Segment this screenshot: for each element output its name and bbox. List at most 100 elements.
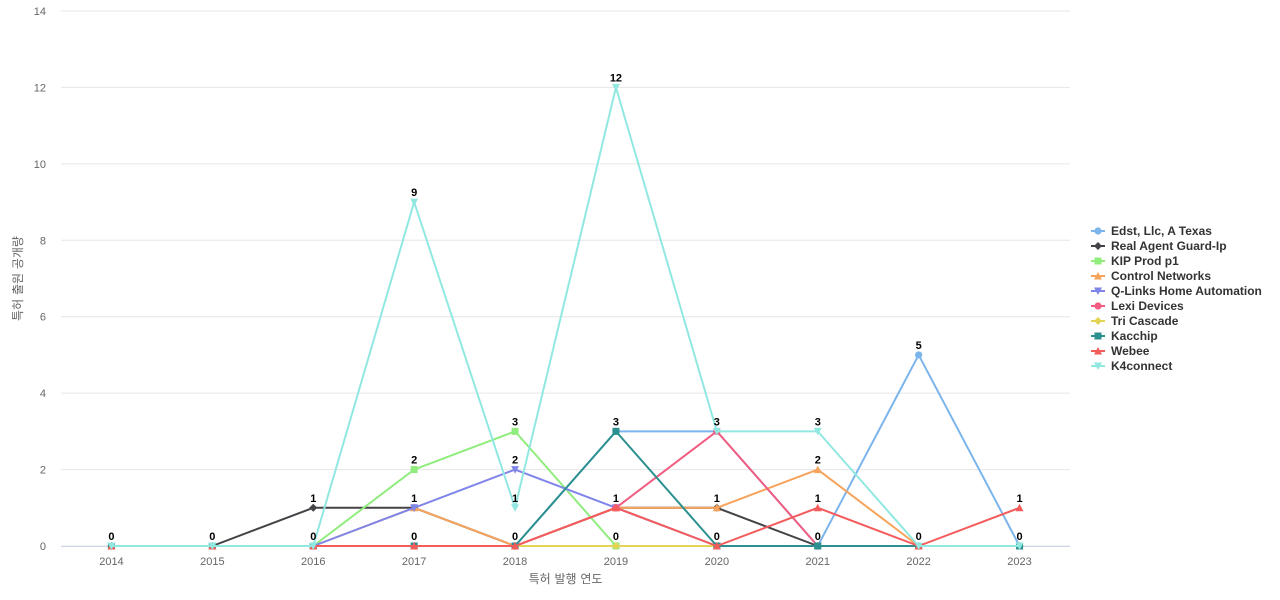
legend-item[interactable]: Lexi Devices	[1091, 299, 1184, 313]
data-point	[712, 503, 721, 512]
data-point	[208, 542, 217, 550]
data-label: 0	[512, 531, 518, 543]
x-tick-label: 2015	[200, 556, 224, 568]
legend-item[interactable]: Tri Cascade	[1091, 314, 1179, 328]
series-9	[107, 83, 1024, 550]
legend-item[interactable]: Kacchip	[1091, 329, 1158, 343]
data-label: 0	[310, 531, 316, 543]
series-0	[107, 351, 1024, 550]
legend-marker	[1094, 242, 1102, 250]
series-line	[111, 86, 1020, 547]
legend-marker	[1094, 332, 1102, 340]
legend-label: Tri Cascade	[1111, 314, 1179, 328]
data-label: 2	[815, 455, 821, 467]
legend-marker	[1094, 287, 1102, 295]
series-line	[111, 353, 1021, 547]
legend-marker	[1094, 272, 1102, 280]
legend-item[interactable]: Real Agent Guard-Ip	[1091, 239, 1227, 253]
legend-label: Lexi Devices	[1111, 299, 1184, 313]
series-line	[111, 468, 1020, 547]
legend-label: K4connect	[1111, 359, 1172, 373]
x-tick-label: 2014	[99, 556, 123, 568]
data-label: 0	[108, 531, 114, 543]
series-line	[111, 506, 1020, 547]
data-point	[612, 427, 620, 435]
data-label: 12	[610, 72, 622, 84]
data-label: 0	[714, 531, 720, 543]
y-tick-label: 14	[34, 6, 46, 18]
data-point	[915, 351, 923, 359]
y-tick-label: 2	[40, 465, 46, 477]
data-label: 0	[916, 531, 922, 543]
data-point	[309, 503, 318, 512]
data-point	[511, 427, 519, 435]
legend-marker	[1094, 347, 1102, 355]
data-label: 2	[512, 455, 518, 467]
legend-marker	[1094, 302, 1102, 310]
legend-label: KIP Prod p1	[1111, 254, 1179, 268]
legend-label: Real Agent Guard-Ip	[1111, 239, 1227, 253]
data-point	[1015, 542, 1024, 550]
data-label: 9	[411, 187, 417, 199]
legend-marker	[1094, 317, 1102, 325]
data-point	[712, 427, 721, 436]
x-tick-label: 2023	[1007, 556, 1031, 568]
legend-label: Edst, Llc, A Texas	[1111, 224, 1212, 238]
data-point	[410, 504, 419, 512]
data-label: 1	[411, 493, 417, 505]
data-point	[814, 542, 822, 550]
data-point	[611, 83, 620, 92]
data-point	[712, 542, 721, 550]
legend-marker	[1094, 362, 1102, 370]
x-tick-label: 2019	[604, 556, 628, 568]
y-tick-label: 6	[40, 312, 46, 324]
data-point	[611, 542, 620, 550]
x-axis-title: 특허 발행 연도	[529, 571, 603, 586]
data-point	[611, 503, 620, 512]
y-axis-ticks: 0 2 4 6 8 10 12 14	[34, 6, 46, 553]
data-point	[511, 542, 520, 550]
data-point	[1015, 503, 1024, 512]
data-point	[914, 542, 923, 550]
data-point	[813, 503, 822, 512]
legend-item[interactable]: Webee	[1091, 344, 1150, 358]
x-tick-label: 2018	[503, 556, 527, 568]
x-tick-label: 2021	[806, 556, 830, 568]
data-label: 1	[815, 493, 821, 505]
data-label: 2	[411, 455, 417, 467]
legend-item[interactable]: K4connect	[1091, 359, 1172, 373]
series-8	[107, 503, 1024, 550]
legend-marker	[1094, 257, 1102, 265]
x-tick-label: 2020	[705, 556, 729, 568]
series-3	[107, 465, 1024, 550]
data-label: 1	[310, 493, 316, 505]
y-tick-label: 0	[40, 541, 46, 553]
series-line	[111, 430, 1020, 547]
data-label: 0	[1016, 531, 1022, 543]
data-point	[107, 542, 116, 550]
data-label: 5	[916, 340, 922, 352]
legend-item[interactable]: KIP Prod p1	[1091, 254, 1179, 268]
x-tick-label: 2017	[402, 556, 426, 568]
data-label: 1	[512, 493, 518, 505]
legend-item[interactable]: Control Networks	[1091, 269, 1211, 283]
y-tick-label: 4	[40, 388, 46, 400]
data-point	[813, 427, 822, 436]
data-point	[813, 465, 822, 474]
data-point	[410, 198, 419, 207]
legend-item[interactable]: Q-Links Home Automation	[1091, 284, 1262, 298]
y-tick-label: 8	[40, 235, 46, 247]
legend-item[interactable]: Edst, Llc, A Texas	[1091, 224, 1212, 238]
legend-label: Webee	[1111, 344, 1150, 358]
data-label: 3	[714, 416, 720, 428]
data-point	[410, 466, 418, 474]
legend-label: Kacchip	[1111, 329, 1158, 343]
gridlines	[61, 10, 1070, 547]
series-line	[111, 468, 1020, 547]
y-axis-title: 특허 출원 공개량	[11, 236, 25, 321]
legend-label: Control Networks	[1111, 269, 1211, 283]
y-tick-label: 10	[34, 159, 46, 171]
